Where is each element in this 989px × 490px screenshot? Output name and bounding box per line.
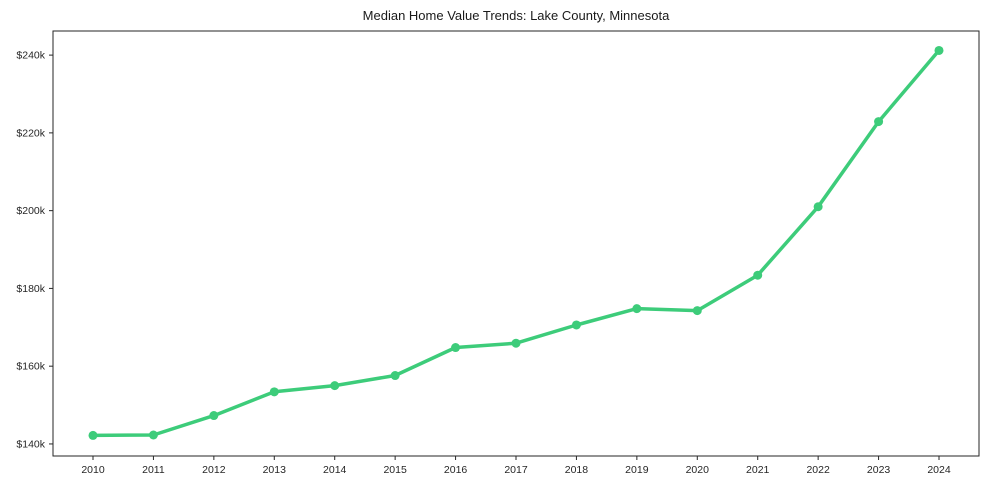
x-tick-label: 2017	[504, 464, 528, 476]
data-point-2018	[571, 320, 581, 330]
data-point-2011	[148, 430, 158, 440]
data-point-2013	[269, 387, 279, 397]
trend-line	[91, 48, 941, 438]
data-point-2010	[88, 430, 98, 440]
data-point-2023	[874, 117, 884, 127]
y-tick-label: $220k	[16, 127, 45, 139]
x-tick-label: 2022	[806, 464, 830, 476]
data-point-2016	[451, 343, 461, 353]
x-tick-label: 2019	[625, 464, 649, 476]
x-tick-label: 2016	[444, 464, 468, 476]
x-tick-label: 2023	[867, 464, 891, 476]
y-tick-label: $160k	[16, 361, 45, 373]
x-tick-label: 2018	[565, 464, 589, 476]
x-tick-label: 2014	[323, 464, 347, 476]
data-point-2012	[209, 411, 219, 421]
data-point-2017	[511, 338, 521, 348]
x-tick-label: 2015	[383, 464, 407, 476]
chart-title: Median Home Value Trends: Lake County, M…	[362, 8, 670, 23]
x-tick-label: 2010	[81, 464, 105, 476]
data-point-2022	[813, 202, 823, 212]
x-tick-label: 2011	[142, 464, 165, 476]
x-tick-label: 2013	[263, 464, 287, 476]
axes-frame	[52, 30, 980, 457]
x-tick-label: 2024	[927, 464, 951, 476]
y-tick-label: $240k	[16, 50, 45, 62]
x-tick-label: 2020	[686, 464, 710, 476]
x-tick-label: 2012	[202, 464, 226, 476]
y-tick-label: $180k	[16, 283, 45, 295]
y-tick-label: $200k	[16, 205, 45, 217]
data-point-2024	[934, 45, 944, 55]
data-point-2021	[753, 270, 763, 280]
data-point-2014	[330, 381, 340, 391]
x-tick-label: 2021	[746, 464, 770, 476]
data-point-2019	[632, 304, 642, 314]
y-tick-label: $140k	[16, 438, 45, 450]
data-point-2020	[692, 306, 702, 316]
data-point-2015	[390, 371, 400, 381]
